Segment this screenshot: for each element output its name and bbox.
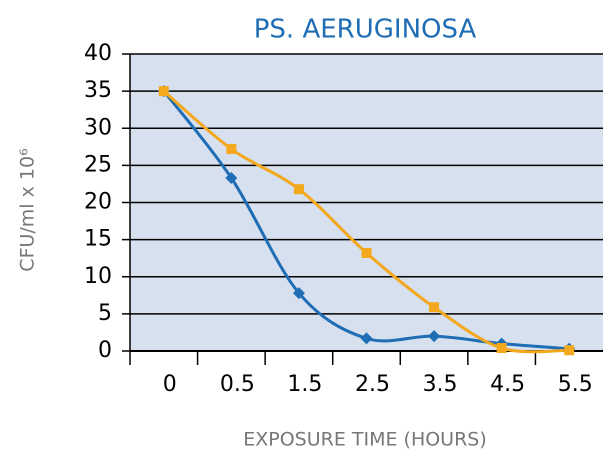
x-tick-label: 0.5: [220, 372, 255, 397]
marker: [429, 302, 440, 313]
marker: [496, 343, 507, 354]
y-tick-label: 15: [84, 227, 112, 252]
chart-title: PS. AERUGINOSA: [254, 15, 477, 45]
marker: [564, 345, 575, 356]
marker: [158, 86, 169, 97]
marker: [293, 184, 304, 195]
y-tick-label: 30: [84, 115, 112, 140]
marker: [226, 144, 237, 155]
x-tick-label: 3.5: [423, 372, 458, 397]
y-tick-label: 40: [84, 41, 112, 66]
marker: [428, 330, 441, 343]
y-tick-label: 0: [98, 338, 112, 363]
y-tick-label: 10: [84, 264, 112, 289]
y-tick-label: 25: [84, 152, 112, 177]
y-tick-label: 5: [98, 301, 112, 326]
marker: [292, 287, 305, 300]
x-axis-label: EXPOSURE TIME (HOURS): [243, 429, 487, 451]
marker: [361, 247, 372, 258]
x-tick-label: 0: [163, 372, 177, 397]
y-tick-label: 20: [84, 190, 112, 215]
y-tick-label: 35: [84, 78, 112, 103]
y-axis-label: CFU/ml x 10⁶: [17, 148, 39, 271]
marker: [360, 332, 373, 345]
x-tick-label: 2.5: [355, 372, 390, 397]
x-tick-label: 1.5: [287, 372, 322, 397]
x-tick-label: 5.5: [558, 372, 593, 397]
marker: [225, 171, 238, 184]
x-tick-label: 4.5: [490, 372, 525, 397]
